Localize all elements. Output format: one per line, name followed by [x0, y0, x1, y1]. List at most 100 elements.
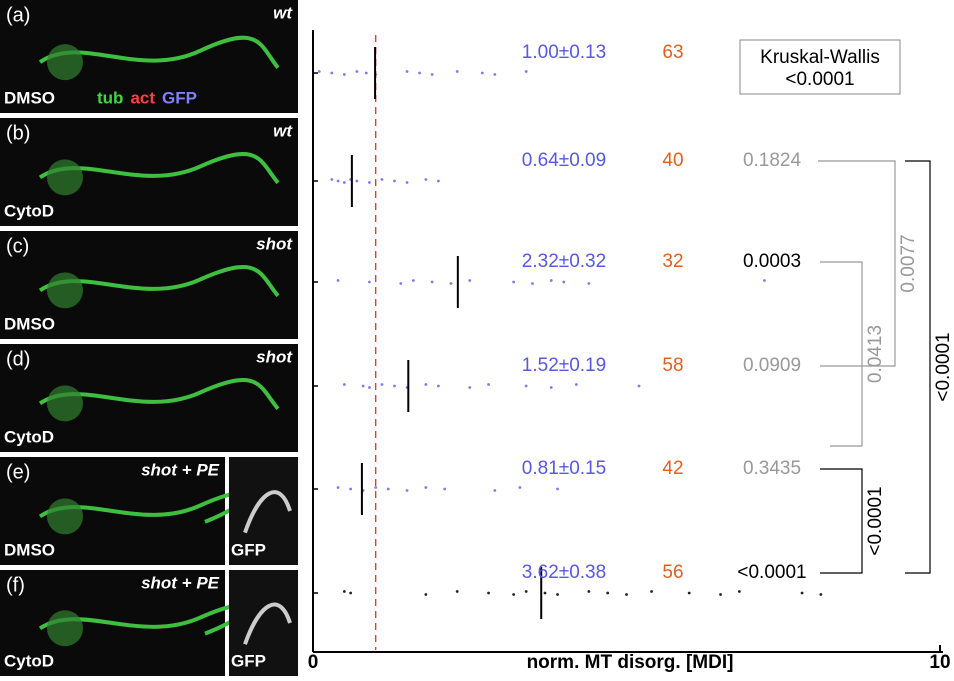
data-point	[337, 180, 340, 183]
data-point	[487, 592, 490, 595]
data-point	[412, 279, 415, 282]
bracket-label: 0.0077	[898, 234, 919, 292]
value-label: 2.32±0.32	[522, 251, 606, 272]
data-point	[365, 72, 368, 75]
data-point	[606, 592, 609, 595]
treatment: DMSO	[4, 540, 55, 559]
p-value: 0.3435	[743, 458, 801, 479]
soma	[47, 385, 83, 421]
treatment: DMSO	[4, 88, 55, 107]
data-point	[424, 178, 427, 181]
test-name: Kruskal-Wallis	[760, 47, 880, 68]
data-point	[424, 486, 427, 489]
data-point	[512, 281, 515, 284]
data-point	[625, 593, 628, 596]
data-point	[399, 282, 402, 285]
bracket-label: 0.0413	[865, 325, 886, 383]
data-point	[493, 73, 496, 76]
data-point	[381, 178, 384, 181]
panel-label: (e)	[6, 461, 30, 483]
data-point	[738, 590, 741, 593]
data-point	[512, 593, 515, 596]
bracket-label: <0.0001	[865, 486, 886, 555]
value-label: 0.81±0.15	[522, 458, 606, 479]
data-point	[406, 70, 409, 73]
data-point	[525, 590, 528, 593]
treatment: CytoD	[4, 427, 54, 446]
p-value: <0.0001	[737, 562, 806, 583]
data-point	[318, 70, 321, 73]
treatment: CytoD	[4, 651, 54, 670]
data-point	[349, 488, 352, 491]
data-point	[819, 593, 822, 596]
p-value: 0.1824	[743, 150, 802, 171]
genotype: shot + PE	[141, 573, 220, 592]
treatment: CytoD	[4, 201, 54, 220]
data-point	[468, 279, 471, 282]
soma	[47, 610, 83, 646]
value-label: 1.00±0.13	[522, 42, 606, 63]
soma	[47, 159, 83, 195]
data-point	[343, 590, 346, 593]
data-point	[443, 488, 446, 491]
data-point	[544, 592, 547, 595]
data-point	[343, 181, 346, 184]
data-point	[393, 180, 396, 183]
data-point	[650, 590, 653, 593]
panel-label: (a)	[6, 4, 30, 26]
data-point	[456, 70, 459, 73]
data-point	[362, 385, 365, 388]
data-point	[763, 279, 766, 282]
data-point	[406, 181, 409, 184]
p-value: 0.0003	[743, 251, 801, 272]
data-point	[587, 590, 590, 593]
value-label: 3.62±0.38	[522, 562, 606, 583]
panel-label: (c)	[6, 235, 29, 257]
data-point	[556, 488, 559, 491]
data-point	[355, 180, 358, 183]
data-point	[437, 385, 440, 388]
data-point	[437, 180, 440, 183]
data-point	[531, 282, 534, 285]
bracket-label: <0.0001	[933, 332, 954, 401]
bracket	[820, 262, 862, 446]
data-point	[355, 70, 358, 73]
data-point	[381, 383, 384, 386]
data-point	[550, 279, 553, 282]
figure: norm. MT disorg. [MDI] Kruskal-Wallis <0…	[0, 0, 954, 676]
bracket	[820, 469, 862, 573]
data-point	[638, 385, 641, 388]
genotype: wt	[273, 121, 293, 140]
data-point	[525, 385, 528, 388]
genotype: wt	[273, 3, 293, 22]
data-point	[343, 73, 346, 76]
channel-label: GFP	[162, 88, 197, 107]
p-value: 0.0909	[743, 355, 801, 376]
value-label: 1.52±0.19	[522, 355, 606, 376]
data-point	[481, 72, 484, 75]
data-point	[337, 486, 340, 489]
data-point	[368, 386, 371, 389]
data-point	[424, 593, 427, 596]
inset-label: GFP	[231, 540, 266, 559]
data-point	[556, 593, 559, 596]
soma	[47, 498, 83, 534]
data-point	[393, 385, 396, 388]
data-point	[493, 489, 496, 492]
data-point	[343, 383, 346, 386]
genotype: shot	[256, 234, 293, 253]
soma	[47, 44, 83, 80]
data-point	[387, 488, 390, 491]
data-point	[368, 281, 371, 284]
data-point	[688, 592, 691, 595]
soma	[47, 272, 83, 308]
data-point	[519, 486, 522, 489]
data-point	[468, 386, 471, 389]
n-label: 40	[662, 150, 683, 171]
data-point	[575, 383, 578, 386]
panel-label: (f)	[6, 574, 25, 596]
data-point	[374, 486, 377, 489]
x-axis-label: norm. MT disorg. [MDI]	[527, 652, 734, 673]
test-p: <0.0001	[785, 69, 854, 90]
n-label: 32	[662, 251, 683, 272]
